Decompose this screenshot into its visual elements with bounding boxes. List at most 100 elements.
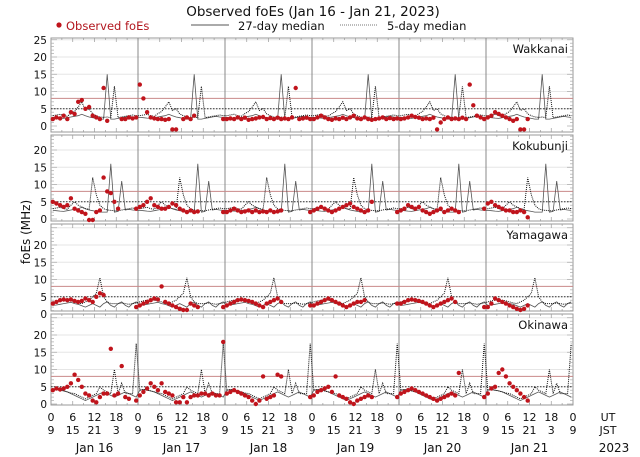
observed-point (358, 299, 364, 305)
station-label: Kokubunji (512, 139, 568, 153)
observed-point (409, 386, 414, 391)
observed-point (101, 175, 106, 180)
observed-point (514, 306, 519, 311)
observed-point (152, 203, 157, 208)
y-tick-label: 25 (34, 35, 47, 47)
observed-point (246, 298, 251, 304)
day-label: Jan 21 (510, 441, 549, 455)
observed-point (329, 389, 335, 395)
observed-point (416, 389, 422, 395)
observed-point (224, 303, 229, 308)
observed-point (434, 127, 440, 132)
observed-point (195, 209, 200, 214)
observed-point (152, 296, 157, 301)
observed-point (163, 299, 168, 305)
observed-point (271, 298, 277, 303)
observed-point (188, 394, 193, 400)
observed-point (431, 304, 436, 310)
observed-point (391, 116, 396, 122)
observed-point (177, 206, 182, 211)
series-observed (50, 175, 530, 223)
y-tick-label: 0 (40, 121, 47, 133)
observed-point (279, 208, 284, 213)
observed-point (315, 301, 320, 306)
observed-point (453, 208, 458, 213)
observed-point (86, 104, 92, 110)
observed-point (308, 303, 313, 308)
observed-point (65, 116, 70, 122)
observed-point (362, 115, 367, 120)
observed-point (405, 203, 411, 208)
observed-point (489, 386, 494, 391)
observed-point (79, 209, 85, 215)
observed-point (297, 116, 302, 122)
jst-tick-label: 3 (113, 424, 120, 437)
observed-point (115, 206, 121, 211)
observed-point (61, 297, 66, 302)
observed-point (155, 204, 161, 210)
observed-point (221, 339, 226, 345)
panel-wakkanai: Wakkanai 0 5 10 15 20 25 (34, 35, 574, 133)
observed-point (188, 301, 193, 306)
observed-point (362, 298, 367, 303)
observed-point (398, 116, 403, 122)
y-tick-label: 15 (34, 162, 47, 174)
observed-point (195, 304, 200, 310)
observed-point (326, 384, 331, 389)
observed-point (398, 301, 403, 306)
station-label: Okinawa (518, 318, 568, 332)
observed-point (253, 116, 258, 121)
jst-tick-label: 9 (396, 424, 403, 437)
observed-point (268, 299, 273, 305)
observed-point (134, 115, 139, 120)
observed-point (83, 106, 88, 112)
observed-point (242, 298, 248, 303)
observed-point (137, 393, 142, 398)
observed-point (50, 199, 55, 204)
ut-tick-label: 0 (135, 411, 142, 424)
observed-point (130, 116, 135, 121)
observed-point (413, 298, 418, 303)
panel-yamagawa: Yamagawa 0 5 10 15 20 (34, 223, 574, 321)
observed-point (362, 394, 367, 400)
observed-point (231, 388, 237, 393)
observed-point (210, 391, 215, 396)
observed-point (424, 301, 429, 306)
observed-point (311, 393, 316, 398)
observed-point (101, 85, 106, 91)
observed-point (420, 208, 425, 213)
observed-point (333, 374, 338, 379)
observed-point (97, 394, 103, 400)
observed-point (57, 387, 63, 392)
observed-point (369, 394, 374, 400)
observed-point (271, 393, 277, 398)
observed-point (521, 394, 527, 400)
observed-point (134, 304, 139, 310)
observed-point (326, 296, 331, 301)
observed-point (413, 206, 418, 211)
ut-tick-label: 0 (483, 411, 490, 424)
ut-tick-label: 6 (156, 411, 163, 424)
observed-point (358, 208, 364, 213)
y-tick-label: 15 (34, 257, 47, 269)
observed-point (199, 391, 204, 396)
observed-point (192, 303, 197, 308)
observed-point (344, 203, 349, 208)
observed-point (155, 297, 161, 302)
series-observed (50, 339, 530, 407)
observed-point (257, 303, 262, 308)
observed-point (264, 209, 269, 215)
station-label: Yamagawa (505, 228, 568, 242)
y-tick-label: 20 (34, 145, 47, 157)
observed-point (376, 116, 382, 121)
ut-tick-label: 6 (69, 411, 76, 424)
observed-point (155, 116, 161, 122)
observed-point (347, 115, 353, 120)
observed-point (61, 113, 66, 118)
observed-point (253, 208, 258, 213)
observed-point (68, 110, 74, 115)
observed-point (398, 208, 403, 213)
observed-point (192, 209, 197, 215)
observed-point (467, 82, 472, 87)
observed-point (57, 203, 63, 208)
